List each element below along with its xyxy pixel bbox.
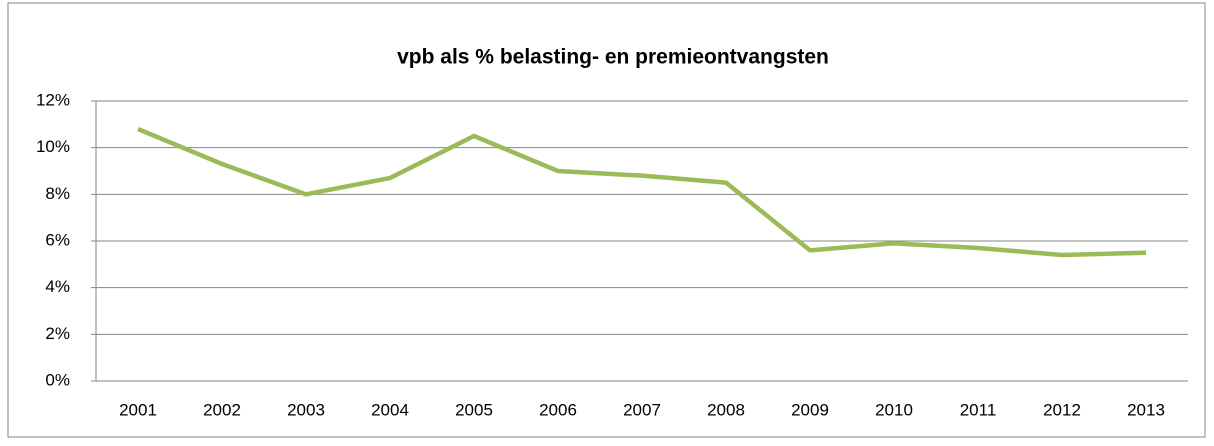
- x-tick-label: 2003: [287, 400, 325, 419]
- y-tick-label: 2%: [45, 324, 70, 343]
- y-tick-label: 12%: [36, 90, 70, 109]
- x-tick-label: 2012: [1043, 400, 1081, 419]
- x-tick-label: 2006: [539, 400, 577, 419]
- x-tick-label: 2005: [455, 400, 493, 419]
- x-tick-label: 2009: [791, 400, 829, 419]
- x-tick-label: 2002: [203, 400, 241, 419]
- data-line: [137, 126, 1147, 258]
- chart-border: [7, 2, 1206, 438]
- y-tick-label: 6%: [45, 230, 70, 249]
- x-tick-label: 2007: [623, 400, 661, 419]
- x-tick-label: 2001: [119, 400, 157, 419]
- x-tick-label: 2004: [371, 400, 409, 419]
- y-tick-label: 4%: [45, 277, 70, 296]
- y-tick-label: 8%: [45, 184, 70, 203]
- x-tick-label: 2011: [960, 400, 997, 419]
- x-tick-label: 2013: [1127, 400, 1165, 419]
- chart-title: vpb als % belasting- en premieontvangste…: [397, 46, 829, 69]
- x-tick-label: 2008: [707, 400, 745, 419]
- y-tick-label: 10%: [36, 137, 70, 156]
- x-tick-label: 2010: [875, 400, 913, 419]
- y-tick-label: 0%: [45, 370, 70, 389]
